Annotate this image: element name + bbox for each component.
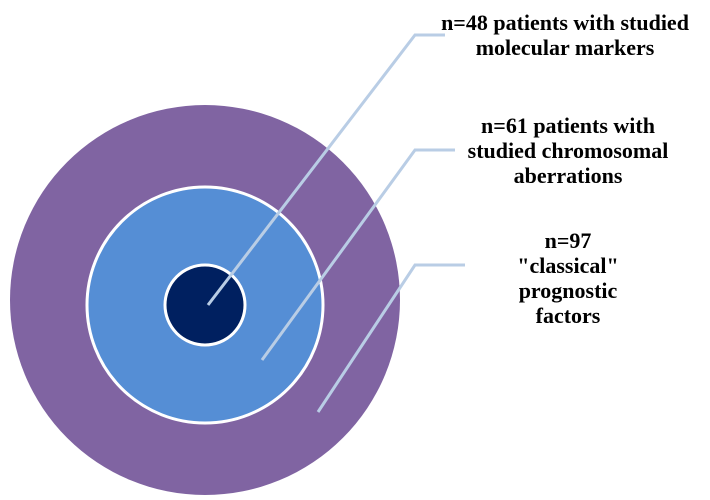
node-label: aberrations (514, 163, 623, 188)
node-label: n=48 patients with studied (441, 10, 689, 35)
node-label: molecular markers (476, 35, 655, 60)
inner-circle (163, 263, 247, 347)
node-label: n=97 (545, 228, 592, 253)
leader-line (206, 33, 445, 306)
leader-line (316, 263, 465, 413)
node-label: "classical" (517, 253, 618, 278)
node-label: n=61 patients with (481, 113, 655, 138)
node-label: factors (536, 303, 601, 328)
node-label: prognostic (519, 278, 618, 303)
leader-line (260, 148, 455, 361)
node-label: studied chromosomal (468, 138, 669, 163)
